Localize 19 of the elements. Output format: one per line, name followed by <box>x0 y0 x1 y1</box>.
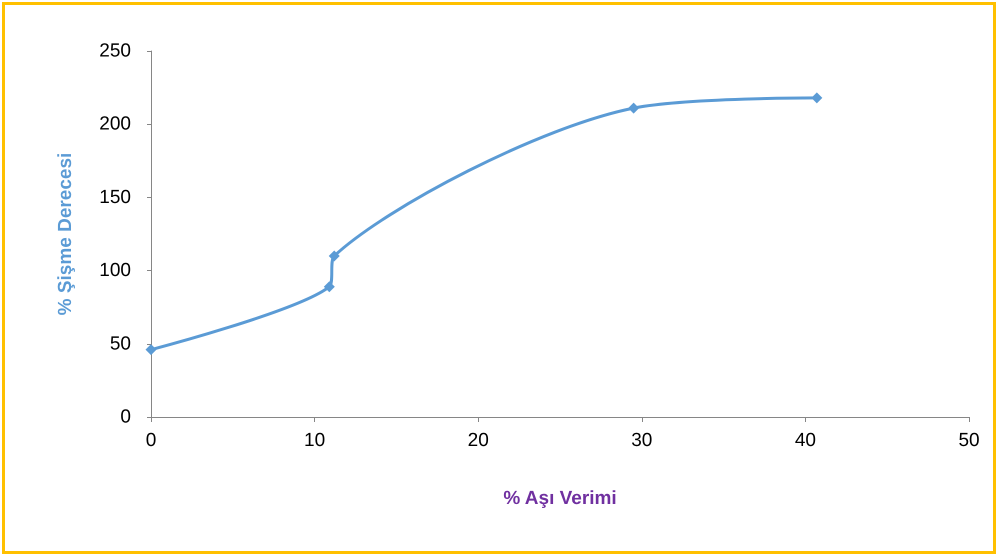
point <box>328 250 340 262</box>
x-tick-label: 40 <box>794 430 816 451</box>
point <box>146 344 156 356</box>
x-tick-label: 20 <box>468 430 489 451</box>
y-tick-label: 50 <box>110 333 131 354</box>
y-tick-label: 100 <box>99 260 131 282</box>
y-tick-label: 250 <box>99 40 131 62</box>
x-tick-label: 30 <box>631 430 652 451</box>
y-axis-title: % Şişme Derecesi <box>55 152 76 316</box>
point <box>324 281 335 292</box>
x-tick-label: 10 <box>304 430 326 451</box>
y-tick-label: 0 <box>120 406 131 428</box>
x-axis-title: % Aşı Verimi <box>503 488 617 509</box>
point <box>628 102 640 114</box>
point <box>811 92 822 104</box>
y-tick-label: 200 <box>99 114 131 135</box>
x-tick-label: 0 <box>146 430 156 451</box>
x-tick-label: 50 <box>958 430 980 451</box>
y-tick-label: 150 <box>99 186 131 208</box>
